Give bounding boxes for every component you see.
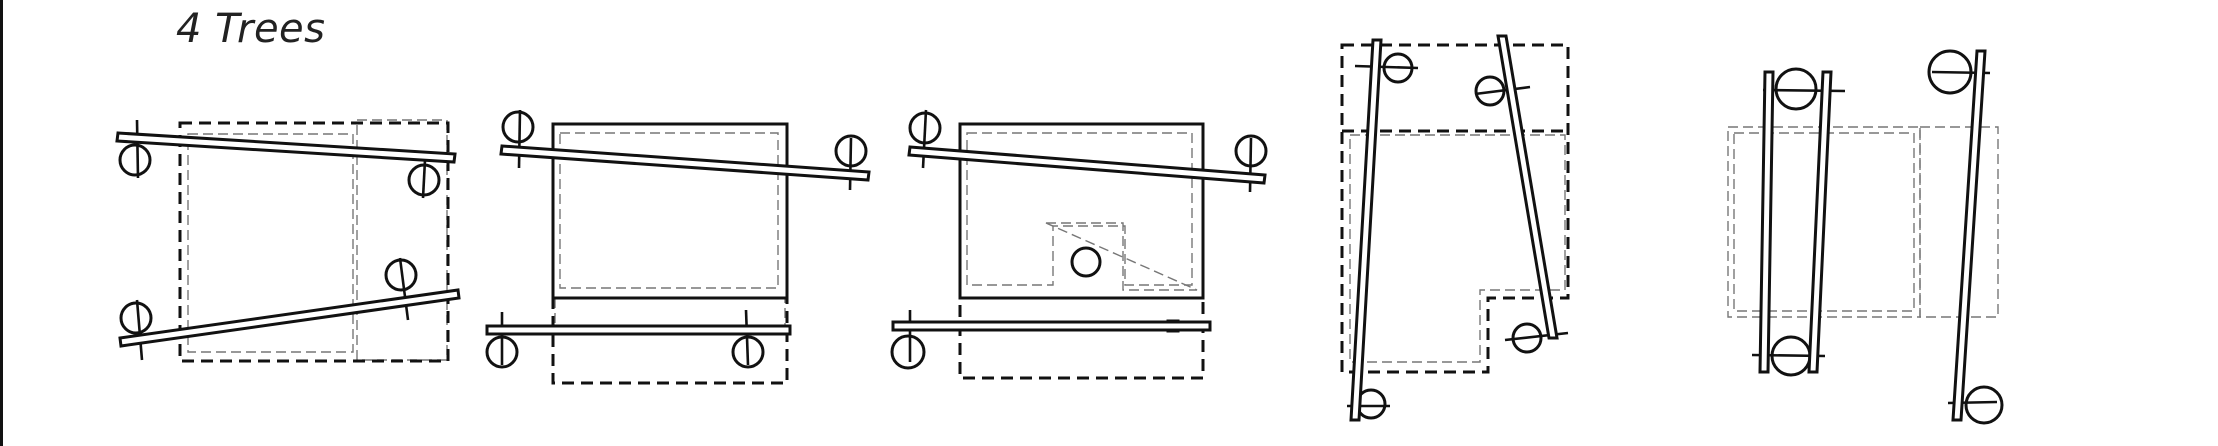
log-beam [1758,70,1775,374]
inner-footprint-right [1919,126,1999,318]
tree [1354,52,1419,84]
tree-trunk-circle [731,335,765,369]
tree-line [848,137,853,191]
tree-trunk-circle [908,111,942,145]
tree-trunk-circle [1070,246,1102,278]
tree [731,309,765,369]
log-beam [115,131,457,164]
log-beam [1951,49,1987,422]
platform-outline-lower [551,296,789,385]
tree-trunk-circle [890,334,926,370]
tree [501,109,535,169]
log-beam [1496,34,1559,340]
inner-footprint [1349,134,1566,363]
tree-trunk-circle [1474,75,1506,107]
tree [384,257,418,321]
tree-trunk-circle [501,110,535,144]
panel-1 [115,119,461,363]
tree-line [517,109,522,169]
left-border-line [0,0,3,446]
panel-4 [1340,34,1570,422]
tree-line [921,109,928,169]
tree-line [135,299,144,361]
platform-outline [1340,43,1570,374]
panel-5 [1727,49,2004,425]
inner-footprint [187,133,354,353]
inner-footprint [559,132,779,289]
tree-trunk-circle [1511,322,1543,354]
log-beam [1807,70,1833,374]
inner-footprint [966,132,1193,286]
log-beam [907,145,1267,185]
log-beam [485,324,792,336]
tree [834,134,868,191]
tree [890,310,926,370]
tree-trunk-circle [1234,134,1268,168]
tree-trunk-circle [118,143,152,177]
tree-trunk-circle [407,163,441,197]
diagram-title: 4 Trees [176,6,326,52]
platform-outline-upper [551,122,789,300]
tree-trunk-circle [485,335,519,369]
platform-outline [178,121,450,363]
tree-line [135,119,140,179]
inner-notch [1045,222,1198,291]
tree-trunk-circle [384,258,418,292]
inner-footprint-lower [554,297,786,329]
tree-trunk-circle [1927,49,1973,95]
log-beam [499,144,871,182]
tree [1504,322,1569,354]
tree-trunk-circle [1382,52,1414,84]
tree [118,119,152,179]
tree [1474,75,1531,107]
panel-2 [485,109,871,385]
platform-outline-upper [958,122,1205,300]
panel-3 [890,109,1268,380]
log-beam [118,288,461,348]
tree [1762,67,1846,111]
tree-trunk-circle [1774,67,1818,111]
platform-outline-lower [958,296,1205,380]
tree [485,312,519,369]
log-beam [1349,38,1383,422]
tree [119,299,153,361]
tree-trunk-circle [834,134,868,168]
tree [407,159,441,199]
tree [908,109,942,169]
tree-line [1354,64,1419,70]
tree-trunk-circle [1964,385,2004,425]
log-beam [891,320,1212,332]
tree [1070,246,1102,278]
tree-trunk-circle [119,301,153,335]
